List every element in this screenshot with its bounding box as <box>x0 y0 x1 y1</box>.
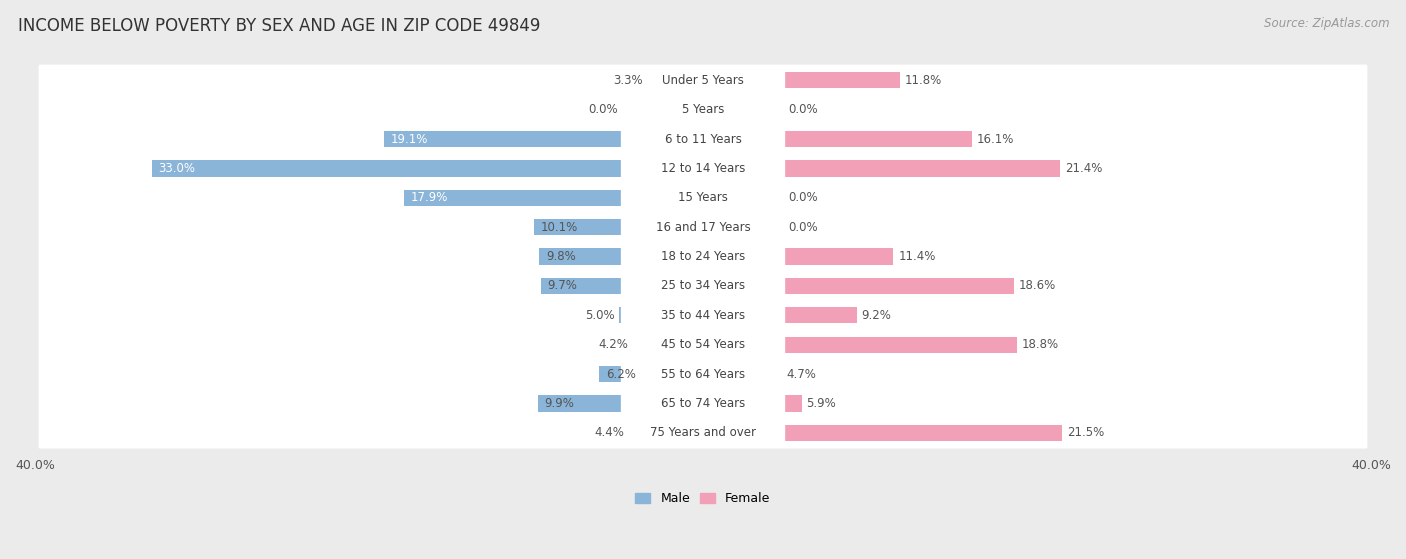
Bar <box>599 366 703 382</box>
Text: Source: ZipAtlas.com: Source: ZipAtlas.com <box>1264 17 1389 30</box>
FancyBboxPatch shape <box>38 241 1368 272</box>
FancyBboxPatch shape <box>38 270 1368 302</box>
FancyBboxPatch shape <box>621 156 785 181</box>
Bar <box>633 337 703 353</box>
Text: 15 Years: 15 Years <box>678 191 728 204</box>
FancyBboxPatch shape <box>621 362 785 386</box>
Text: 16.1%: 16.1% <box>977 132 1014 145</box>
Text: 18 to 24 Years: 18 to 24 Years <box>661 250 745 263</box>
Text: 10.1%: 10.1% <box>541 221 578 234</box>
Bar <box>703 425 1062 441</box>
Text: 4.2%: 4.2% <box>598 338 628 351</box>
Text: 5 Years: 5 Years <box>682 103 724 116</box>
FancyBboxPatch shape <box>621 97 785 122</box>
Text: 6.2%: 6.2% <box>606 368 636 381</box>
Text: 11.4%: 11.4% <box>898 250 936 263</box>
Text: 9.7%: 9.7% <box>548 280 578 292</box>
Bar <box>534 219 703 235</box>
FancyBboxPatch shape <box>621 244 785 269</box>
Bar <box>630 425 703 441</box>
FancyBboxPatch shape <box>621 68 785 92</box>
FancyBboxPatch shape <box>38 358 1368 390</box>
Bar <box>152 160 703 177</box>
Text: 9.2%: 9.2% <box>862 309 891 322</box>
Bar <box>703 72 900 88</box>
FancyBboxPatch shape <box>621 127 785 151</box>
FancyBboxPatch shape <box>621 421 785 445</box>
Legend: Male, Female: Male, Female <box>630 487 776 510</box>
FancyBboxPatch shape <box>621 186 785 210</box>
FancyBboxPatch shape <box>621 303 785 328</box>
Text: 0.0%: 0.0% <box>588 103 617 116</box>
Text: 0.0%: 0.0% <box>789 221 818 234</box>
Text: 11.8%: 11.8% <box>905 74 942 87</box>
Text: 75 Years and over: 75 Years and over <box>650 427 756 439</box>
Bar <box>703 249 893 264</box>
Bar <box>703 395 801 411</box>
Text: 18.6%: 18.6% <box>1019 280 1056 292</box>
Text: 16 and 17 Years: 16 and 17 Years <box>655 221 751 234</box>
Bar <box>384 131 703 147</box>
Text: 9.9%: 9.9% <box>544 397 574 410</box>
FancyBboxPatch shape <box>621 215 785 239</box>
Bar <box>703 366 782 382</box>
Bar <box>703 307 856 324</box>
FancyBboxPatch shape <box>621 333 785 357</box>
FancyBboxPatch shape <box>621 391 785 416</box>
Text: INCOME BELOW POVERTY BY SEX AND AGE IN ZIP CODE 49849: INCOME BELOW POVERTY BY SEX AND AGE IN Z… <box>18 17 541 35</box>
Text: 35 to 44 Years: 35 to 44 Years <box>661 309 745 322</box>
FancyBboxPatch shape <box>38 300 1368 331</box>
Text: 6 to 11 Years: 6 to 11 Years <box>665 132 741 145</box>
FancyBboxPatch shape <box>38 65 1368 96</box>
Text: 0.0%: 0.0% <box>789 103 818 116</box>
Bar <box>703 278 1014 294</box>
Text: 9.8%: 9.8% <box>546 250 575 263</box>
FancyBboxPatch shape <box>38 417 1368 448</box>
FancyBboxPatch shape <box>38 182 1368 214</box>
Bar <box>540 249 703 264</box>
Text: 0.0%: 0.0% <box>789 191 818 204</box>
FancyBboxPatch shape <box>621 274 785 298</box>
FancyBboxPatch shape <box>38 153 1368 184</box>
Bar <box>703 131 972 147</box>
Bar <box>537 395 703 411</box>
Text: 65 to 74 Years: 65 to 74 Years <box>661 397 745 410</box>
FancyBboxPatch shape <box>38 124 1368 155</box>
Text: 33.0%: 33.0% <box>159 162 195 175</box>
Text: 5.0%: 5.0% <box>585 309 614 322</box>
Text: 21.5%: 21.5% <box>1067 427 1104 439</box>
Bar <box>404 190 703 206</box>
FancyBboxPatch shape <box>38 211 1368 243</box>
Text: 21.4%: 21.4% <box>1066 162 1102 175</box>
Text: 4.4%: 4.4% <box>595 427 624 439</box>
Bar <box>703 160 1060 177</box>
Bar <box>541 278 703 294</box>
Text: 12 to 14 Years: 12 to 14 Years <box>661 162 745 175</box>
Text: 3.3%: 3.3% <box>613 74 643 87</box>
Text: Under 5 Years: Under 5 Years <box>662 74 744 87</box>
FancyBboxPatch shape <box>38 94 1368 125</box>
Bar <box>703 337 1017 353</box>
Text: 55 to 64 Years: 55 to 64 Years <box>661 368 745 381</box>
Text: 18.8%: 18.8% <box>1022 338 1059 351</box>
FancyBboxPatch shape <box>38 329 1368 361</box>
Text: 4.7%: 4.7% <box>786 368 817 381</box>
Text: 19.1%: 19.1% <box>391 132 427 145</box>
FancyBboxPatch shape <box>38 388 1368 419</box>
Text: 45 to 54 Years: 45 to 54 Years <box>661 338 745 351</box>
Bar <box>648 72 703 88</box>
Text: 5.9%: 5.9% <box>807 397 837 410</box>
Text: 17.9%: 17.9% <box>411 191 449 204</box>
Text: 25 to 34 Years: 25 to 34 Years <box>661 280 745 292</box>
Bar <box>620 307 703 324</box>
